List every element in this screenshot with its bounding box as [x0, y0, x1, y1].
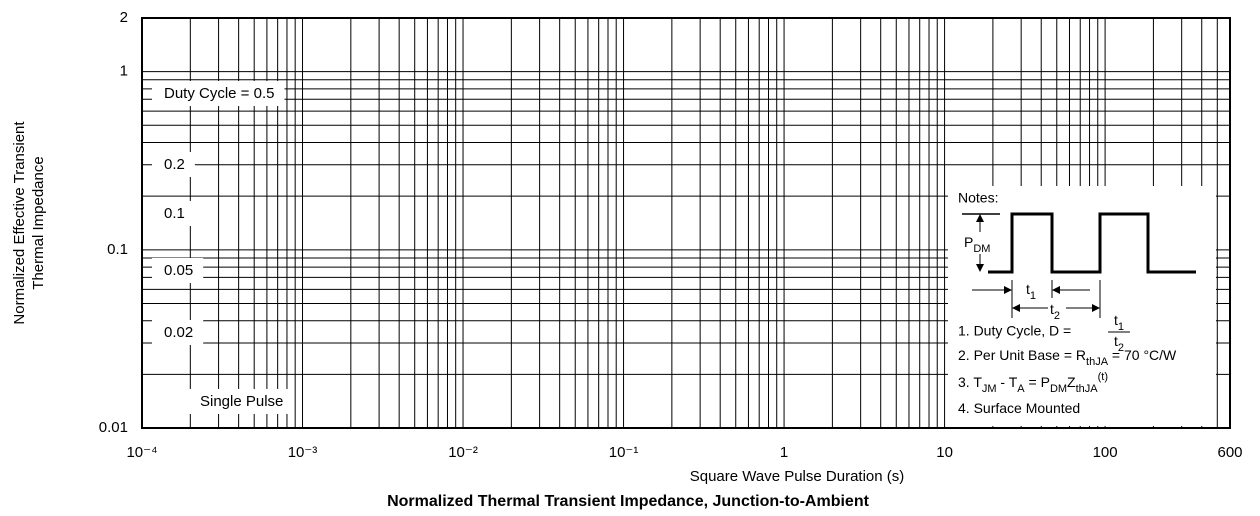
fraction-denominator: t2: [1114, 333, 1124, 354]
text-run: = 70 °C/W: [1108, 347, 1177, 363]
note: 4. Surface Mounted: [958, 400, 1080, 416]
annotation: 0.05: [152, 257, 204, 283]
text-run: t: [1114, 333, 1118, 349]
subscript: DM: [973, 243, 990, 255]
text-run: 2. Per Unit Base = R: [958, 347, 1086, 363]
annotation-bg: [152, 151, 195, 177]
y-tick-label: 0.1: [107, 241, 128, 258]
x-tick-label: 10⁻³: [288, 444, 318, 461]
subscript: A: [1017, 383, 1025, 395]
text-run: t: [1050, 301, 1054, 317]
subscript: 2: [1118, 342, 1124, 354]
arrowhead: [1004, 286, 1012, 294]
subscript: 1: [1118, 321, 1124, 333]
superscript: (t): [1098, 371, 1108, 383]
x-tick-label: 100: [1093, 444, 1118, 461]
annotation-bg: [188, 388, 294, 414]
subscript: 1: [1030, 290, 1036, 302]
notes-box: [948, 186, 1216, 426]
annotation-label: 0.02: [164, 324, 193, 341]
arrowhead: [1012, 304, 1020, 312]
arrowhead: [976, 214, 984, 222]
note: 3. TJM - TA = PDMZthJA(t): [958, 371, 1108, 395]
annotation-bg: [152, 319, 204, 345]
text-run: t: [1026, 281, 1030, 297]
x-tick-label: 10⁻¹: [609, 444, 639, 461]
annotation: Single Pulse: [188, 388, 294, 414]
text-run: t: [1114, 312, 1118, 328]
t1-label: t1: [1026, 281, 1036, 302]
y-tick-label: 1: [120, 63, 128, 80]
subscript: thJA: [1076, 383, 1099, 395]
pdm-label: PDM: [964, 234, 990, 255]
text-run: P: [964, 234, 973, 250]
y-axis-label: Thermal Impedance: [30, 156, 47, 289]
x-tick-label: 10: [936, 444, 953, 461]
annotation-label: 0.2: [164, 156, 185, 173]
pdm-bg: [962, 232, 998, 254]
chart-title: Normalized Thermal Transient Impedance, …: [387, 493, 870, 510]
note: 1. Duty Cycle, D =: [958, 323, 1071, 339]
subscript: thJA: [1086, 356, 1109, 368]
annotation: Duty Cycle = 0.5: [152, 80, 285, 106]
annotation-label: 0.1: [164, 205, 185, 222]
text-run: 3. T: [958, 374, 982, 390]
text-run: - T: [997, 374, 1018, 390]
dim-bg: [1048, 302, 1066, 316]
x-tick-label: 10⁻²: [448, 444, 478, 461]
y-tick-label: 0.01: [99, 419, 128, 436]
annotation-bg: [152, 80, 285, 106]
annotation: 0.1: [152, 200, 195, 226]
annotation-label: 0.05: [164, 262, 193, 279]
y-axis-label: Normalized Effective Transient: [11, 121, 28, 325]
subscript: 2: [1054, 310, 1060, 322]
notes-heading: Notes:: [958, 190, 998, 206]
x-axis-label: Square Wave Pulse Duration (s): [690, 468, 905, 485]
arrowhead: [976, 264, 984, 272]
text-run: = P: [1025, 374, 1050, 390]
text-run: 4. Surface Mounted: [958, 400, 1080, 416]
subscript: DM: [1050, 383, 1067, 395]
arrowhead: [1092, 304, 1100, 312]
t2-label: t2: [1050, 301, 1060, 322]
subscript: JM: [982, 383, 997, 395]
annotation-label: Duty Cycle = 0.5: [164, 85, 274, 102]
x-tick-label: 10⁻⁴: [126, 444, 157, 461]
annotation-bg: [152, 200, 195, 226]
fraction-numerator: t1: [1114, 312, 1124, 333]
x-tick-label: 600: [1217, 444, 1242, 461]
annotation: 0.02: [152, 319, 204, 345]
annotation-label: Single Pulse: [200, 393, 283, 410]
text-run: Z: [1067, 374, 1076, 390]
plot-frame: [141, 17, 1231, 429]
y-tick-label: 2: [120, 9, 128, 26]
arrowhead: [1052, 286, 1060, 294]
note: 2. Per Unit Base = RthJA = 70 °C/W: [958, 347, 1177, 368]
annotation-bg: [152, 257, 204, 283]
x-tick-label: 1: [780, 444, 788, 461]
waveform: [988, 212, 1196, 274]
annotation: 0.2: [152, 151, 195, 177]
